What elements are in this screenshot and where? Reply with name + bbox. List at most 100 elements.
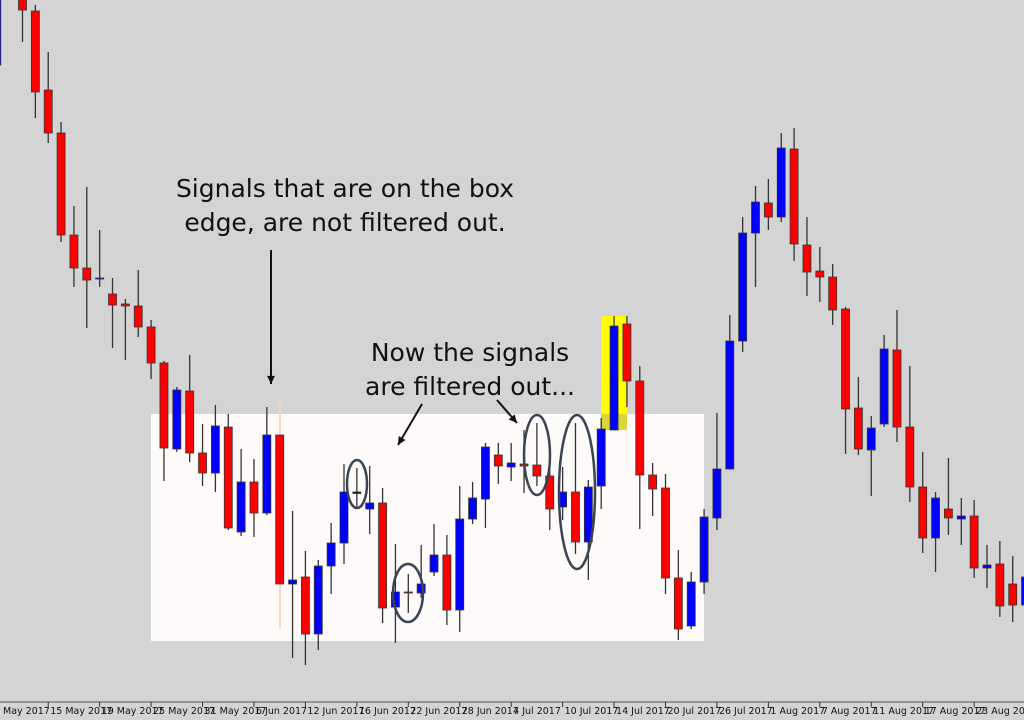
candle-body [172,389,182,450]
annotation-line: Signals that are on the box [175,174,515,203]
candle-body [352,491,362,494]
candle-body [956,515,966,520]
x-tick-label: 6 Jun 2017 [256,706,307,717]
bearish-candle [995,541,1005,617]
bearish-candle [763,179,773,230]
annotation-line: edge, are not filtered out. [184,208,506,237]
signal-circle [522,413,552,497]
bearish-candle [403,574,413,613]
candle-body [236,481,246,533]
candle-body [854,407,863,450]
bullish-candle [738,217,748,352]
bearish-candle [815,247,825,302]
bearish-candle [1008,556,1018,622]
bearish-candle [133,270,143,337]
bullish-candle [596,418,606,509]
arrow-head-icon [398,436,406,445]
candle-body [108,293,117,306]
bearish-candle [120,299,130,360]
candle-body [198,452,207,474]
bearish-candle [18,0,27,42]
candle-body [815,270,825,278]
candle-body [596,428,606,487]
bullish-candle [686,572,696,629]
bullish-candle [725,315,735,470]
x-tick-label: 25 May 2017 [153,706,215,717]
candle-body [18,0,27,11]
bearish-candle [789,128,799,261]
x-tick-label: 7 Aug 2017 [822,706,877,717]
candle-body [532,464,542,477]
bearish-candle [442,535,452,625]
bullish-candle [339,464,349,564]
annotation-line: Now the signals [370,338,570,367]
x-tick-label: May 2017 [3,706,50,717]
candle-body [982,564,992,569]
signal-circle [391,562,425,624]
candle-body [493,454,503,467]
candle-body [699,516,709,583]
candle-body [995,563,1005,607]
candle-body [455,518,465,611]
arrow-head-icon [267,375,275,384]
bearish-candle [841,307,850,454]
candle-body [712,468,722,519]
candle-body [378,502,387,609]
bearish-candle [56,122,66,242]
x-tick-label: 11 Aug 2017 [873,706,934,717]
candle-body [210,425,220,474]
bullish-candle [583,480,593,580]
x-tick-label: 14 Jul 2017 [616,706,670,717]
x-tick-label: 10 Jul 2017 [565,706,619,717]
bearish-candle [532,423,542,486]
annotation-box-edge: Signals that are on the box edge, are no… [160,172,530,240]
bearish-candle [146,320,156,379]
bullish-candle [210,405,220,492]
x-tick-label: 12 Jun 2017 [307,706,364,717]
bearish-candle [69,206,79,287]
candle-body [892,349,902,428]
candle-body [159,362,169,449]
bullish-candle [288,511,297,658]
bullish-candle [776,133,786,222]
bearish-candle [545,467,555,530]
candle-body [686,581,696,627]
bearish-candle [892,310,902,442]
bearish-candle [828,264,838,325]
candle-body [313,565,323,635]
bearish-candle [275,434,285,585]
bullish-candle [0,0,2,66]
candle-body [339,491,349,544]
bullish-candle [751,186,760,287]
bearish-candle [159,361,169,481]
signal-zone-box [151,414,704,641]
bearish-candle [661,474,670,594]
candle-body [506,462,516,468]
candle-body [545,475,555,510]
candle-body [673,577,683,630]
bullish-candle [879,335,889,427]
annotation-arrow [496,399,518,424]
x-tick-label: 28 Jun 2017 [462,706,519,717]
candle-body [751,201,760,234]
x-tick-label: 17 Aug 2017 [925,706,986,717]
bullish-candle [931,492,940,572]
candle-body [56,132,66,236]
candle-body [635,380,645,476]
bearish-candle [493,443,503,484]
candle-body [95,277,105,280]
bearish-candle [854,377,863,455]
signal-circle [345,458,369,510]
candle-body [481,446,490,500]
bullish-candle [982,545,992,588]
annotation-arrow [267,250,275,384]
bullish-candle [313,560,323,650]
candle-body [905,426,915,488]
candle-body [763,202,773,218]
candle-body [879,348,889,425]
candle-body [583,486,593,543]
candle-body [262,434,272,514]
bearish-candle [944,458,953,535]
arrow-head-icon [508,414,517,423]
